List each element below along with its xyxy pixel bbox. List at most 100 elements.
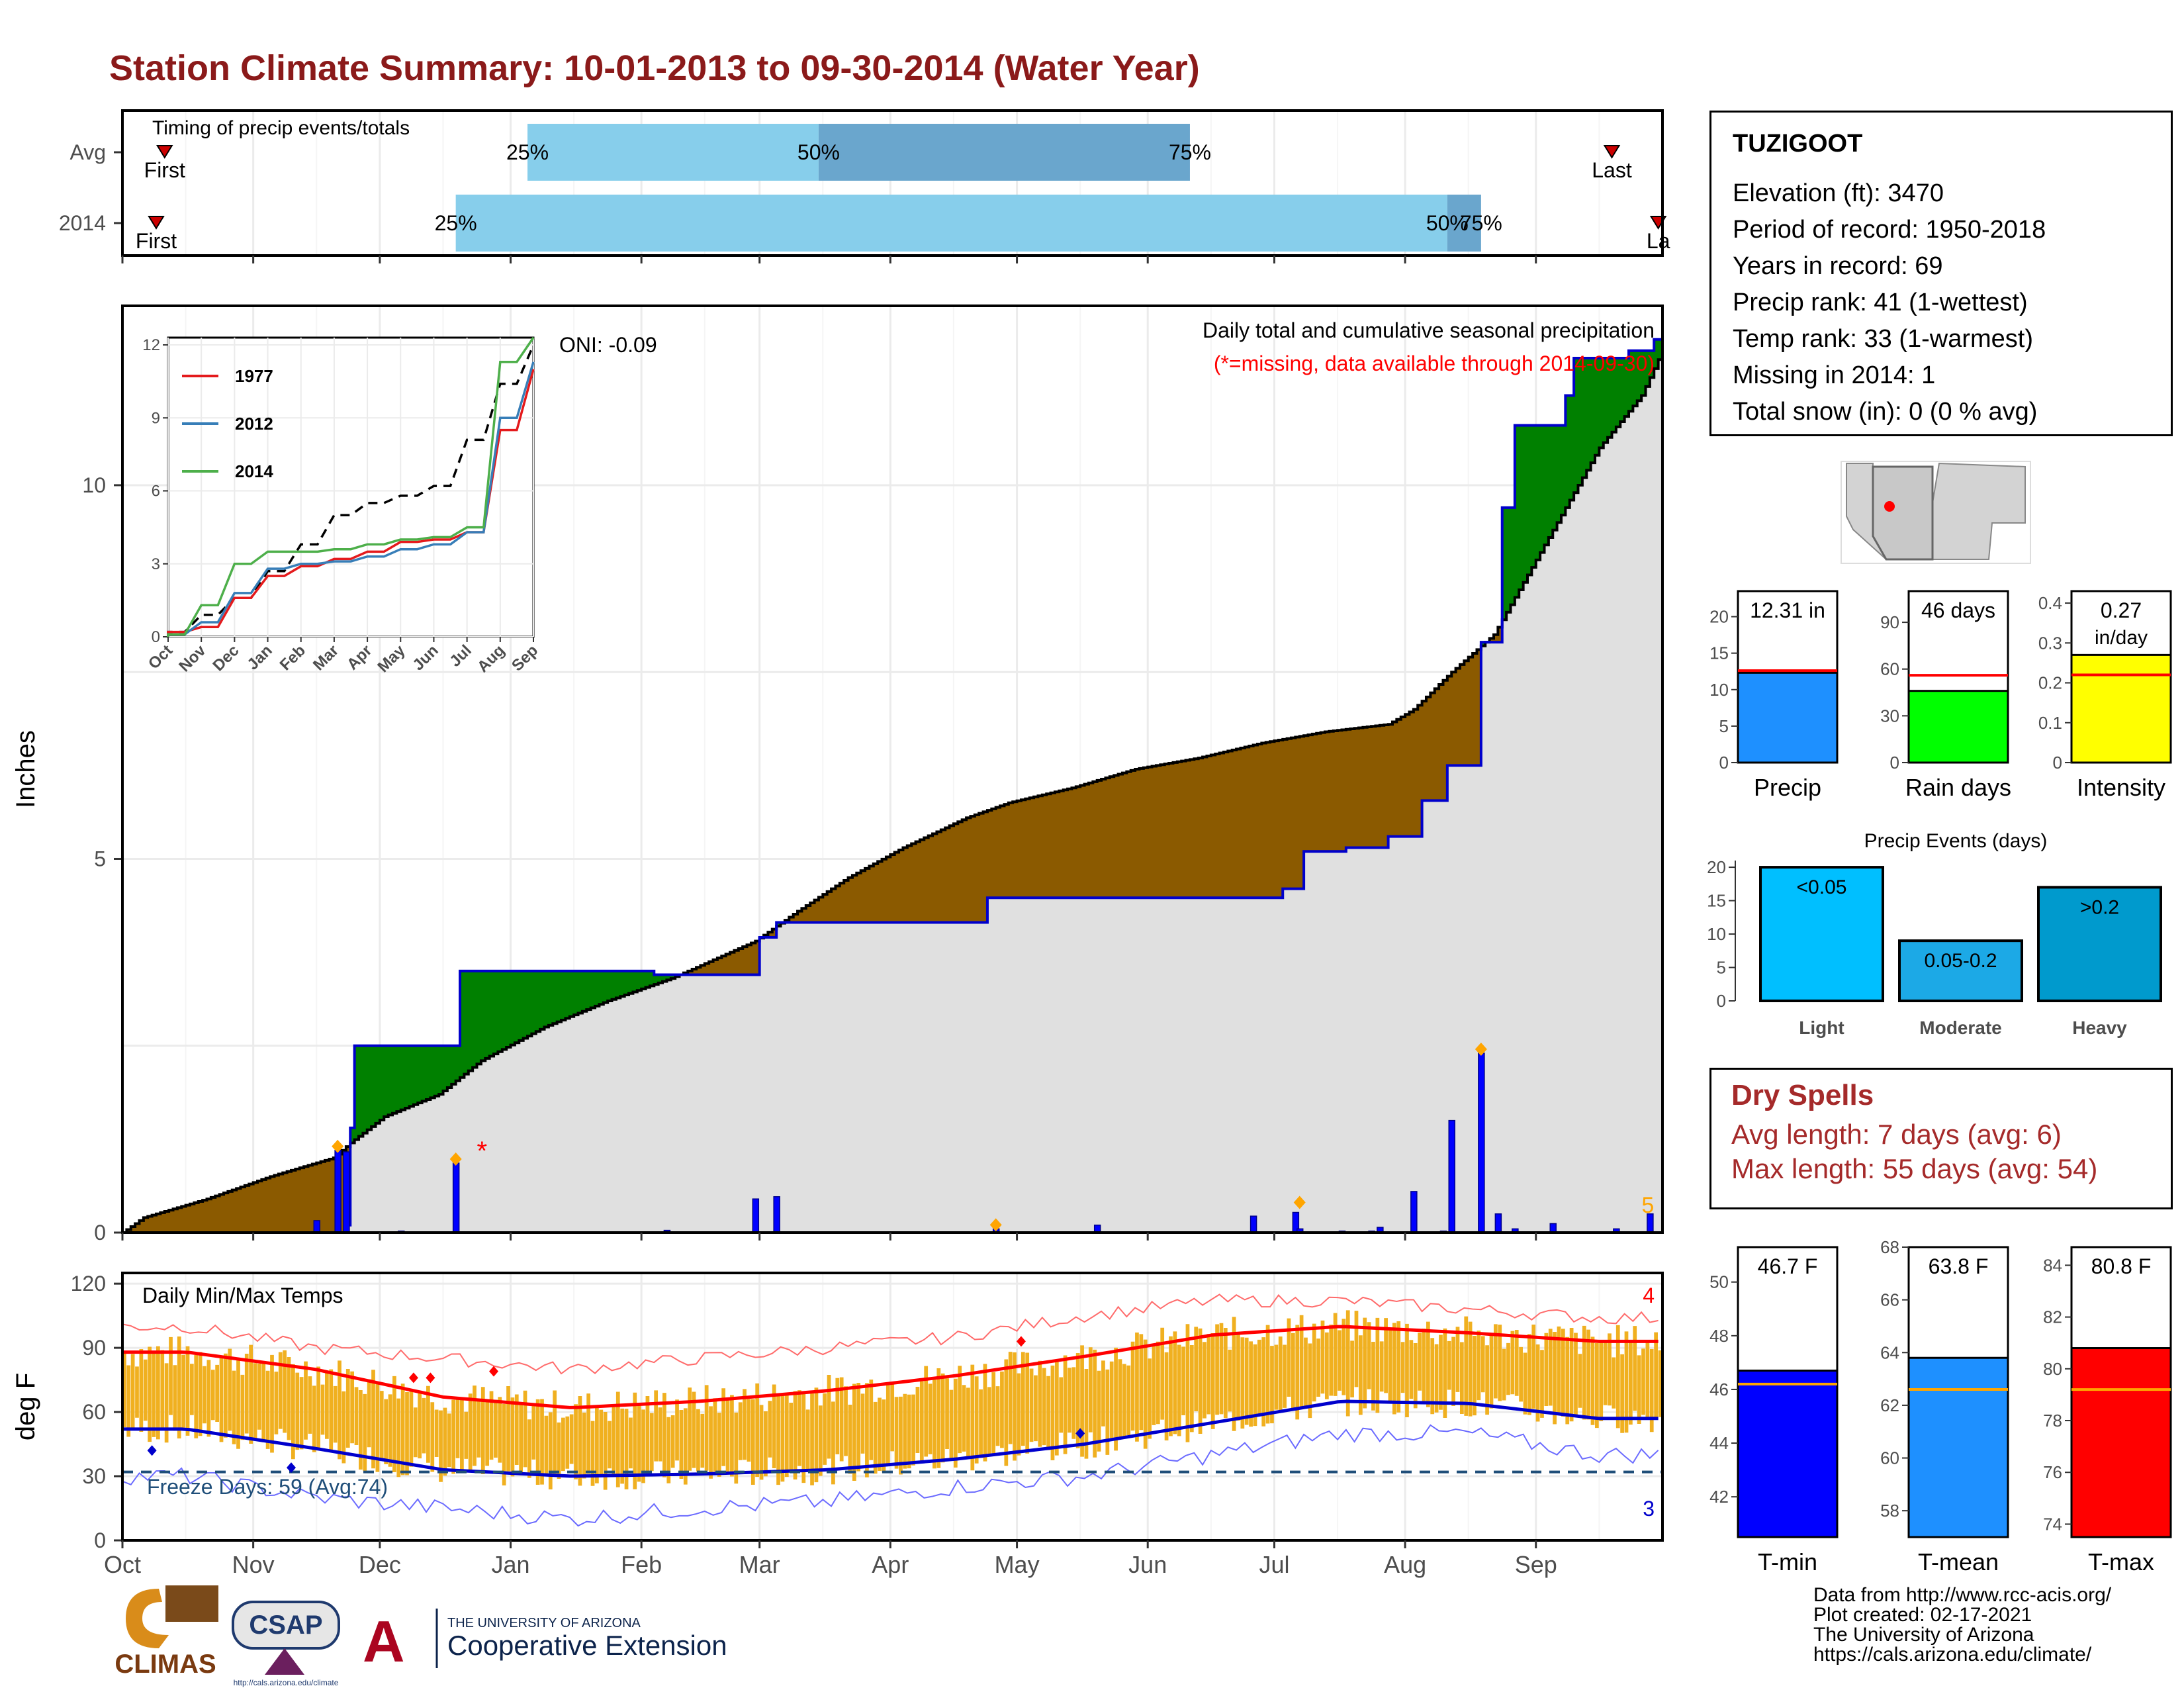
inset-frame [167,336,535,638]
x-tick-label-jan: Jan [492,1551,530,1578]
timing-first-marker [148,216,165,230]
dry-spells-title: Dry Spells [1731,1079,1874,1111]
station-location-marker [1884,501,1895,512]
station-info-panel: TUZIGOOT Elevation (ft): 3470 Period of … [1709,111,2173,436]
state-map-arizona [1872,465,1934,561]
dry-spells-panel: Dry Spells Avg length: 7 days (avg: 6) M… [1709,1068,2173,1209]
y-tick-label: 5 [94,847,106,870]
intensity-summary-tick-label: 0.2 [2038,673,2062,693]
daily-precip-bar [1478,1053,1485,1233]
events-title: Precip Events (days) [1864,830,2048,852]
avg-max-line [122,1325,1659,1409]
temp-max-summary-tick-label: 78 [2043,1411,2062,1430]
daily-precip-bar [1250,1215,1257,1233]
events-x-label: Moderate [1919,1017,2001,1038]
temp-max-summary-tick-label: 76 [2043,1462,2062,1482]
temp-max-summary-tick-label: 82 [2043,1307,2062,1327]
credit-data-source: Data from http://www.rcc-acis.org/ [1813,1584,2112,1606]
inset-y-tick-label: 0 [152,628,160,646]
events-x-label: Heavy [2072,1017,2127,1038]
inset-y-tick-label: 9 [152,409,160,427]
page-title: Station Climate Summary: 10-01-2013 to 0… [109,48,1200,88]
record-max-line [122,1293,1659,1375]
temp-min-summary-tick-label: 48 [1709,1326,1729,1346]
timing-bar-25-50 [455,195,1447,252]
ua-logo-a: A [363,1609,405,1674]
x-tick-label-apr: Apr [872,1551,909,1578]
event-marker [449,1152,462,1166]
events-bar-heavy [2037,886,2162,1003]
missing-marker: * [477,1137,488,1166]
y-tick-label: 0 [94,1221,106,1244]
timing-last-marker [1603,145,1621,159]
credit-url: https://cals.arizona.edu/climate/ [1813,1644,2092,1665]
temp-min-summary-tick-label: 44 [1709,1433,1729,1453]
station-precip-rank: Precip rank: 41 (1-wettest) [1733,289,2028,316]
intensity-summary-value-unit: in/day [2095,627,2148,649]
record-high-marker [489,1366,499,1377]
station-years: Years in record: 69 [1733,252,1943,280]
daily-temp-bars [122,1310,1662,1490]
climas-logo-text: CLIMAS [114,1650,216,1679]
y-tick-label: 0 [94,1528,106,1552]
temp-panel-frame [121,1272,1664,1542]
temp-max-summary-tick-label: 80 [2043,1359,2062,1379]
actual-cumulative-line [122,312,1664,1234]
events-tick-label: 15 [1707,891,1726,911]
timing-panel-frame [121,109,1664,257]
temp-mean-summary-tick-label: 64 [1880,1342,1899,1362]
timing-first-marker [156,145,173,159]
precip-summary-tick-label: 5 [1719,716,1729,736]
station-period: Period of record: 1950-2018 [1733,216,2046,244]
precip-y-label: Inches [11,730,40,808]
temp-min-summary-value-label: 46.7 F [1758,1254,1818,1278]
inset-legend-label: 2014 [235,461,273,481]
y-tick-label: 60 [82,1400,106,1424]
credits: Data from http://www.rcc-acis.org/ Plot … [1813,1585,2111,1665]
freeze-days-label: Freeze Days: 59 (Avg:74) [147,1475,388,1499]
csap-logo-mountain [265,1648,304,1675]
station-missing: Missing in 2014: 1 [1733,361,1936,389]
inset-legend-label: 2012 [235,414,273,434]
events-x-label: Light [1799,1017,1844,1038]
raindays-summary-tick-label: 30 [1880,706,1899,726]
temp-max-summary-x-label: T-max [2088,1548,2154,1575]
timing-p25-label: 25% [506,140,549,164]
events-bar-label: >0.2 [2080,896,2119,918]
timing-p50-label: 50% [797,140,840,164]
station-elevation: Elevation (ft): 3470 [1733,179,1944,207]
station-name: TUZIGOOT [1733,130,1863,158]
x-tick-label-sep: Sep [1515,1551,1557,1578]
daily-precip-bar [343,1151,350,1233]
raindays-summary-x-label: Rain days [1905,774,2011,801]
temp-max-summary-tick-label: 74 [2043,1514,2062,1534]
x-tick-label-aug: Aug [1384,1551,1426,1578]
record-max-count: 4 [1643,1284,1655,1307]
intensity-summary-tick-label: 0.1 [2038,713,2062,733]
event-marker [989,1218,1002,1232]
temp-title: Daily Min/Max Temps [142,1284,343,1307]
raindays-summary-tick-label: 0 [1890,753,1899,773]
daily-precip-bar [773,1196,780,1233]
inset-legend-label: 1977 [235,366,273,386]
temp-min-summary-x-label: T-min [1758,1548,1817,1575]
csap-logo-text: CSAP [249,1611,322,1640]
x-tick-label-may: May [995,1551,1040,1578]
precip-caption: Daily total and cumulative seasonal prec… [1203,318,1655,342]
record-high-marker [408,1372,418,1383]
precip-count-label: 5 [1641,1193,1654,1218]
missing-note: (*=missing, data available through 2014-… [1214,352,1655,375]
events-tick-label: 5 [1717,958,1726,978]
temp-min-summary-tick-label: 50 [1709,1272,1729,1292]
events-bar-label: <0.05 [1797,876,1847,898]
intensity-summary-tick-label: 0 [2053,753,2062,773]
record-min-count: 3 [1643,1497,1655,1521]
inset-y-tick-label: 6 [152,483,160,500]
timing-row-label: 2014 [59,211,106,235]
y-tick-label: 30 [82,1464,106,1488]
events-bar-label: 0.05-0.2 [1924,950,1997,972]
temp-max-summary-bar [2070,1347,2172,1538]
events-bar-light [1759,866,1884,1002]
event-marker [1475,1043,1487,1056]
raindays-summary-bar [1907,690,2009,764]
